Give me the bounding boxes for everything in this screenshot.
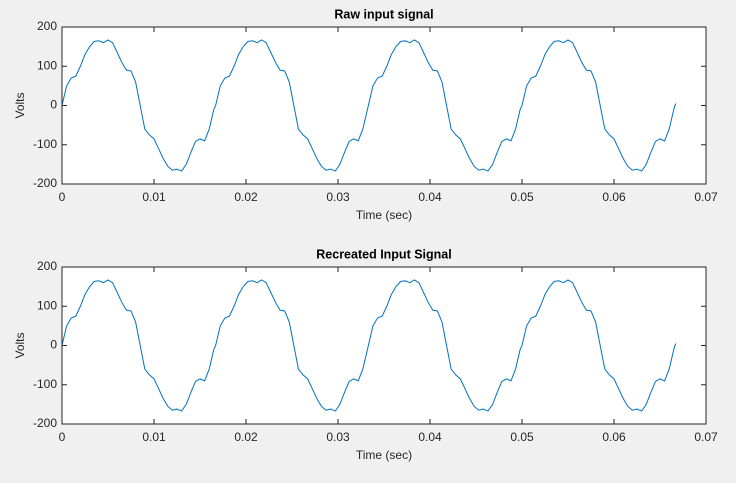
x-tick-label: 0 bbox=[59, 190, 66, 204]
plot-area bbox=[62, 27, 706, 184]
y-tick-label: -200 bbox=[33, 176, 57, 190]
x-tick-label: 0.05 bbox=[510, 430, 534, 444]
y-tick-label: -200 bbox=[33, 416, 57, 430]
y-tick-label: 200 bbox=[37, 259, 57, 273]
x-tick-label: 0.03 bbox=[326, 430, 350, 444]
x-tick-label: 0.07 bbox=[694, 430, 718, 444]
x-tick-label: 0.01 bbox=[142, 430, 166, 444]
y-axis-label: Volts bbox=[13, 332, 27, 358]
x-tick-label: 0.02 bbox=[234, 430, 258, 444]
x-tick-label: 0.07 bbox=[694, 190, 718, 204]
y-tick-label: 0 bbox=[50, 338, 57, 352]
chart-title: Recreated Input Signal bbox=[316, 247, 451, 261]
y-tick-label: 0 bbox=[50, 98, 57, 112]
y-tick-label: 200 bbox=[37, 19, 57, 33]
x-axis-label: Time (sec) bbox=[356, 448, 412, 462]
x-tick-label: 0.04 bbox=[418, 430, 442, 444]
plot-area bbox=[62, 267, 706, 424]
y-tick-label: -100 bbox=[33, 137, 57, 151]
x-tick-label: 0.03 bbox=[326, 190, 350, 204]
x-tick-label: 0.04 bbox=[418, 190, 442, 204]
x-tick-label: 0 bbox=[59, 430, 66, 444]
x-tick-label: 0.02 bbox=[234, 190, 258, 204]
y-tick-label: 100 bbox=[37, 298, 57, 312]
y-axis-label: Volts bbox=[13, 92, 27, 118]
axes-box bbox=[61, 266, 707, 425]
x-tick-label: 0.01 bbox=[142, 190, 166, 204]
x-tick-label: 0.06 bbox=[602, 430, 626, 444]
signal-line bbox=[61, 279, 677, 412]
axes-box bbox=[61, 26, 707, 185]
x-axis-label: Time (sec) bbox=[356, 208, 412, 222]
chart-title: Raw input signal bbox=[334, 7, 433, 21]
x-tick-label: 0.06 bbox=[602, 190, 626, 204]
x-tick-label: 0.05 bbox=[510, 190, 534, 204]
y-tick-label: -100 bbox=[33, 377, 57, 391]
signal-line bbox=[61, 39, 677, 172]
y-tick-label: 100 bbox=[37, 58, 57, 72]
